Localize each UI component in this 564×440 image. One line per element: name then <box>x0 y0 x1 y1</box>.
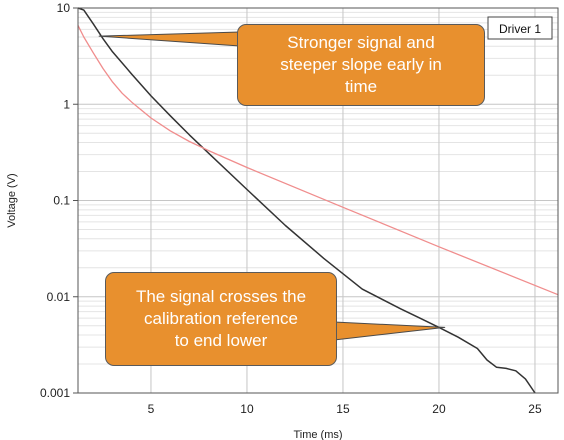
y-tick-label: 0.001 <box>40 386 70 400</box>
series-line-reference <box>77 25 559 296</box>
y-axis-title: Voltage (V) <box>6 173 18 227</box>
x-tick-label: 15 <box>336 402 350 416</box>
legend: Driver 1 <box>487 16 553 40</box>
callout-1-line-1: Stronger signal and <box>287 33 435 52</box>
x-tick-label: 25 <box>528 402 542 416</box>
y-tick-label: 1 <box>63 97 70 111</box>
callout-2-line-1: The signal crosses the <box>135 287 307 306</box>
y-tick-label: 0.01 <box>47 290 71 304</box>
x-tick-label: 20 <box>432 402 446 416</box>
legend-entry-driver-1: Driver 1 <box>499 22 541 36</box>
callout-stronger-signal: Stronger signal and steeper slope early … <box>237 24 485 106</box>
callout-2-line-2: calibration reference <box>143 309 299 328</box>
y-tick-label: 10 <box>57 1 71 15</box>
series-line-driver-1 <box>77 7 536 394</box>
y-tick-label: 0.1 <box>53 194 70 208</box>
x-tick-label: 5 <box>148 402 155 416</box>
legend-frame <box>487 16 553 40</box>
series-layer <box>77 7 559 394</box>
callout-2-line-3: to end lower <box>174 331 268 350</box>
callout-1-line-2: steeper slope early in <box>280 55 442 74</box>
x-axis-title: Time (ms) <box>293 429 342 440</box>
x-tick-label: 10 <box>240 402 254 416</box>
callout-1-line-3: time <box>344 77 378 96</box>
callout-1-pointer <box>98 31 241 47</box>
callout-2-pointer <box>333 321 446 341</box>
callout-crosses-reference: The signal crosses the calibration refer… <box>105 272 337 366</box>
tick-labels: 5 10 15 20 25 10 1 0.1 0.01 0.001 <box>40 1 542 416</box>
